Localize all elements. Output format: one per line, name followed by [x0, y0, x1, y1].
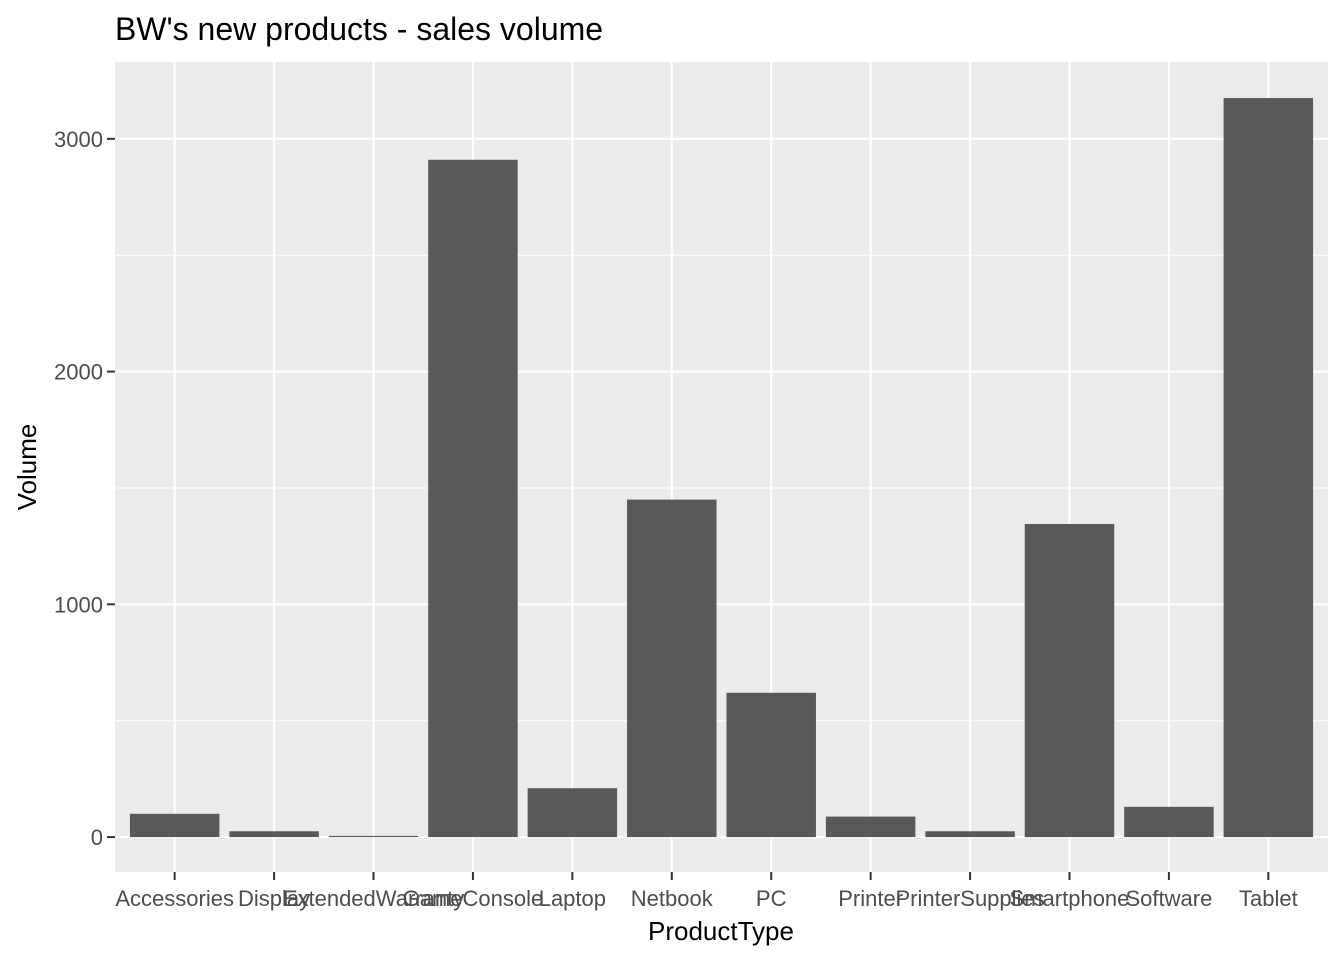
x-tick-label: Display: [238, 886, 310, 911]
bar-printersupplies: [925, 831, 1015, 838]
y-tick-label: 1000: [54, 592, 103, 617]
x-axis: Accessories DisplayExtendedWarrantyGameCo…: [115, 872, 1298, 911]
x-tick-label: Tablet: [1239, 886, 1298, 911]
bar-gameconsole: [428, 159, 518, 838]
bar-extendedwarranty: [328, 835, 419, 838]
bar-tablet: [1223, 98, 1314, 838]
x-tick-label: Netbook: [631, 886, 714, 911]
x-tick-label: Accessories: [115, 886, 234, 911]
y-tick-label: 3000: [54, 127, 103, 152]
bar-display: [229, 831, 319, 838]
bar-netbook: [627, 499, 717, 838]
y-tick-label: 0: [91, 825, 103, 850]
x-tick-label: Laptop: [539, 886, 606, 911]
bar-software: [1124, 806, 1214, 838]
y-tick-label: 2000: [54, 360, 103, 385]
x-tick-label: Software: [1126, 886, 1213, 911]
y-axis: 0 1000 2000 3000: [54, 127, 115, 850]
x-tick-label: ExtendedWarranty: [283, 886, 464, 911]
bar-laptop: [527, 788, 618, 838]
bar-smartphone: [1024, 524, 1115, 838]
bar-pc: [726, 692, 816, 838]
bar-printer: [825, 816, 916, 838]
x-axis-title: ProductType: [648, 916, 794, 946]
minor-gridlines: [115, 254, 1328, 722]
chart-title: BW's new products - sales volume: [115, 11, 603, 47]
x-tick-label: Printer: [838, 886, 903, 911]
bar-accessories: [129, 813, 220, 838]
x-tick-label: Smartphone: [1010, 886, 1130, 911]
bars: [129, 98, 1314, 838]
x-tick-label: PrinterSupplies: [895, 886, 1044, 911]
plot-panel: [115, 62, 1328, 872]
y-axis-title: Volume: [12, 424, 42, 511]
x-tick-label: GameConsole: [403, 886, 544, 911]
x-tick-label: PC: [756, 886, 787, 911]
